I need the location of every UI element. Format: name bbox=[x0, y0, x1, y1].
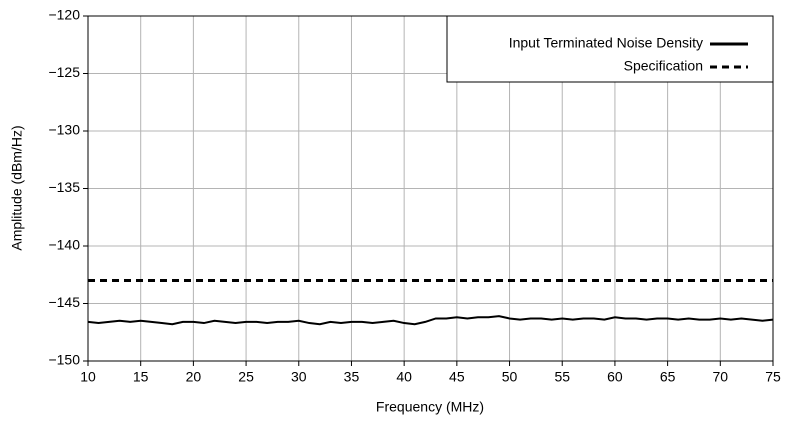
legend-box bbox=[446, 15, 774, 83]
legend-label: Specification bbox=[624, 58, 703, 74]
x-tick-label: 35 bbox=[344, 369, 360, 385]
y-axis-label: Amplitude (dBm/Hz) bbox=[9, 125, 25, 250]
x-tick-label: 15 bbox=[133, 369, 149, 385]
line-series bbox=[87, 315, 774, 326]
x-tick-label: 40 bbox=[396, 369, 412, 385]
x-tick-label: 45 bbox=[449, 369, 465, 385]
x-tick-label: 55 bbox=[554, 369, 570, 385]
y-tick-label: −120 bbox=[48, 7, 80, 23]
y-tick-label: −130 bbox=[48, 122, 80, 138]
plot-frame bbox=[87, 15, 774, 362]
x-tick-label: 65 bbox=[660, 369, 676, 385]
y-tick-label: −125 bbox=[48, 64, 80, 80]
x-tick-label: 75 bbox=[765, 369, 781, 385]
y-tick-label: −135 bbox=[48, 179, 80, 195]
legend: Input Terminated Noise Density Specificat… bbox=[446, 15, 774, 83]
x-tick-label: 20 bbox=[186, 369, 202, 385]
x-tick-label: 60 bbox=[607, 369, 623, 385]
x-tick-label: 70 bbox=[713, 369, 729, 385]
x-axis-label: Frequency (MHz) bbox=[376, 399, 484, 415]
x-tick-label: 50 bbox=[502, 369, 518, 385]
x-tick-label: 25 bbox=[238, 369, 254, 385]
x-tick-label: 30 bbox=[291, 369, 307, 385]
y-tick-label: −150 bbox=[48, 352, 80, 368]
x-tick-label: 10 bbox=[80, 369, 96, 385]
y-tick-label: −140 bbox=[48, 237, 80, 253]
y-tick-label: −145 bbox=[48, 294, 80, 310]
legend-label: Input Terminated Noise Density bbox=[509, 35, 703, 51]
